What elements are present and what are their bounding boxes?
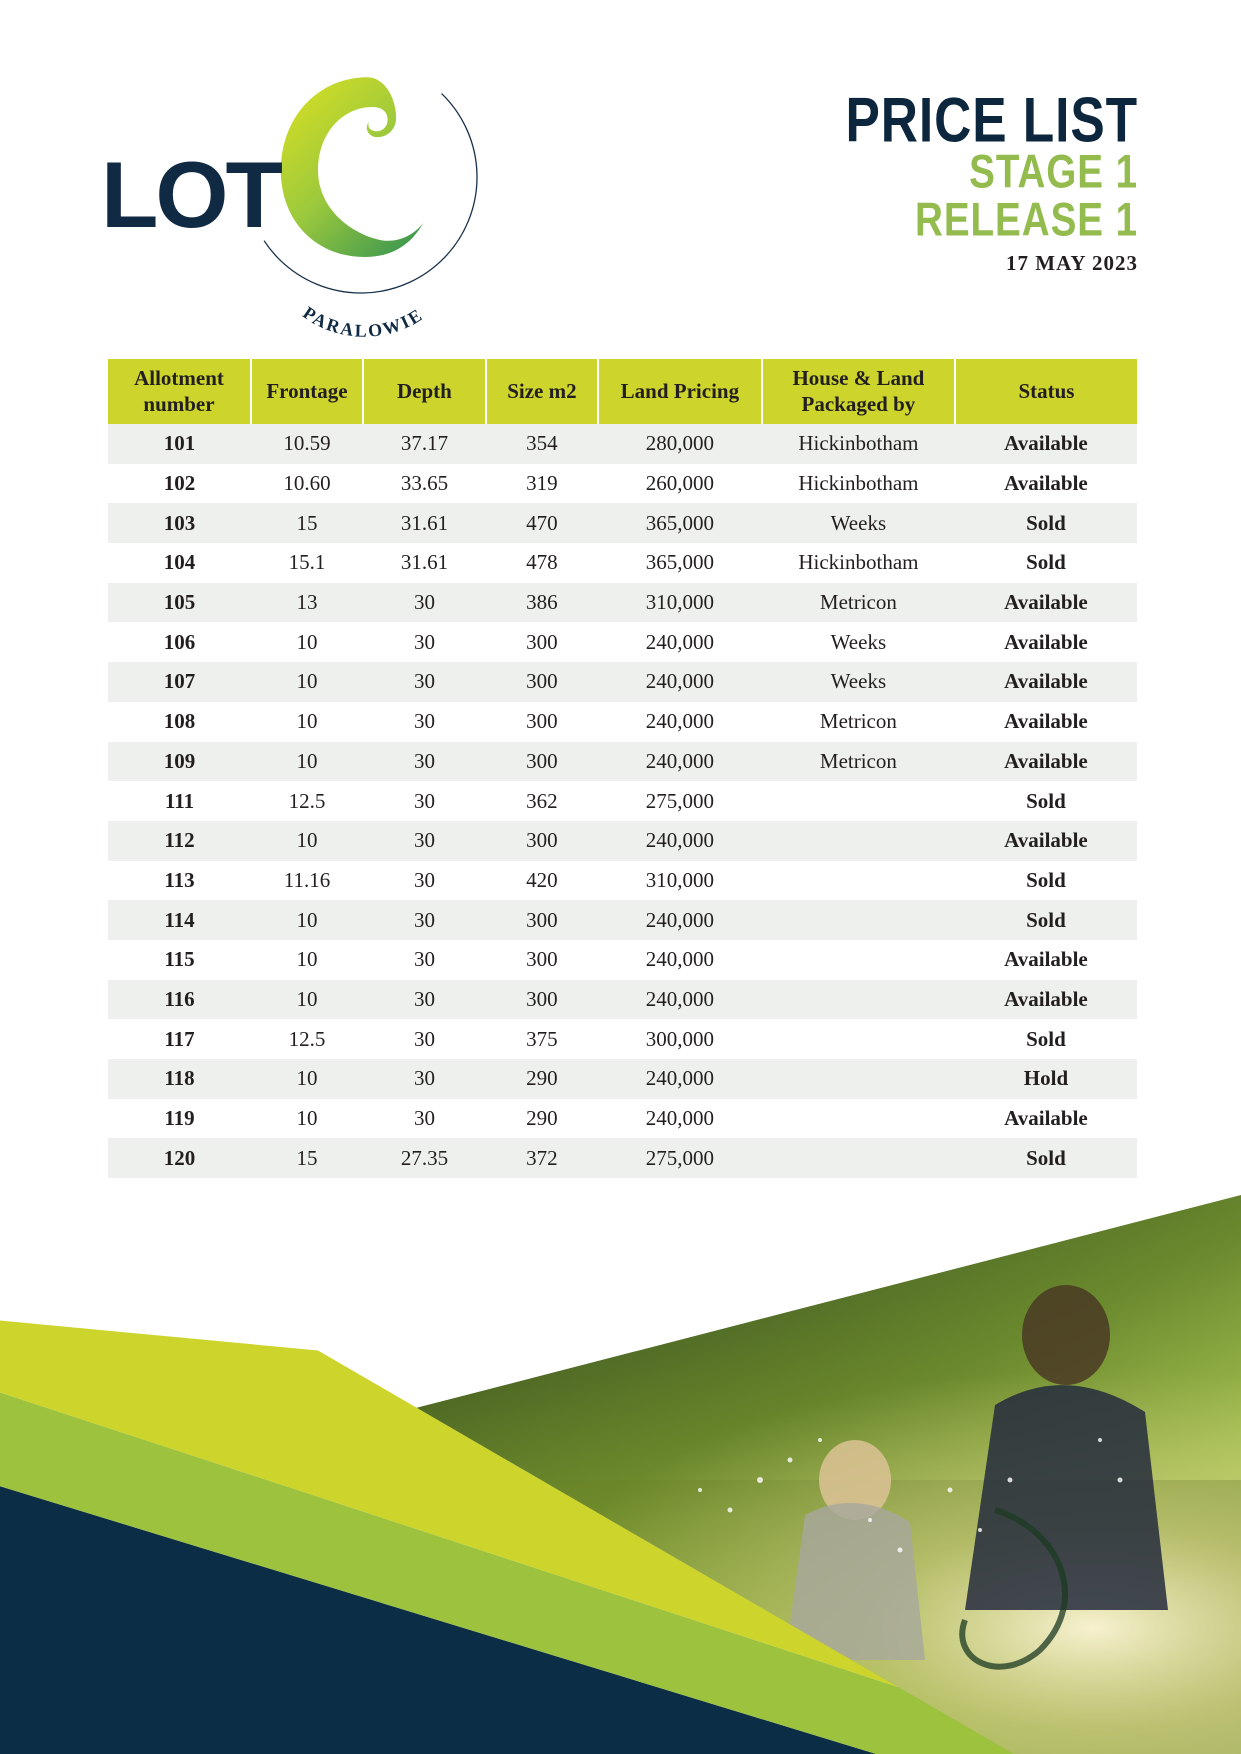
svg-text:LOT: LOT (101, 142, 283, 247)
svg-text:PARALOWIE: PARALOWIE (299, 302, 427, 340)
